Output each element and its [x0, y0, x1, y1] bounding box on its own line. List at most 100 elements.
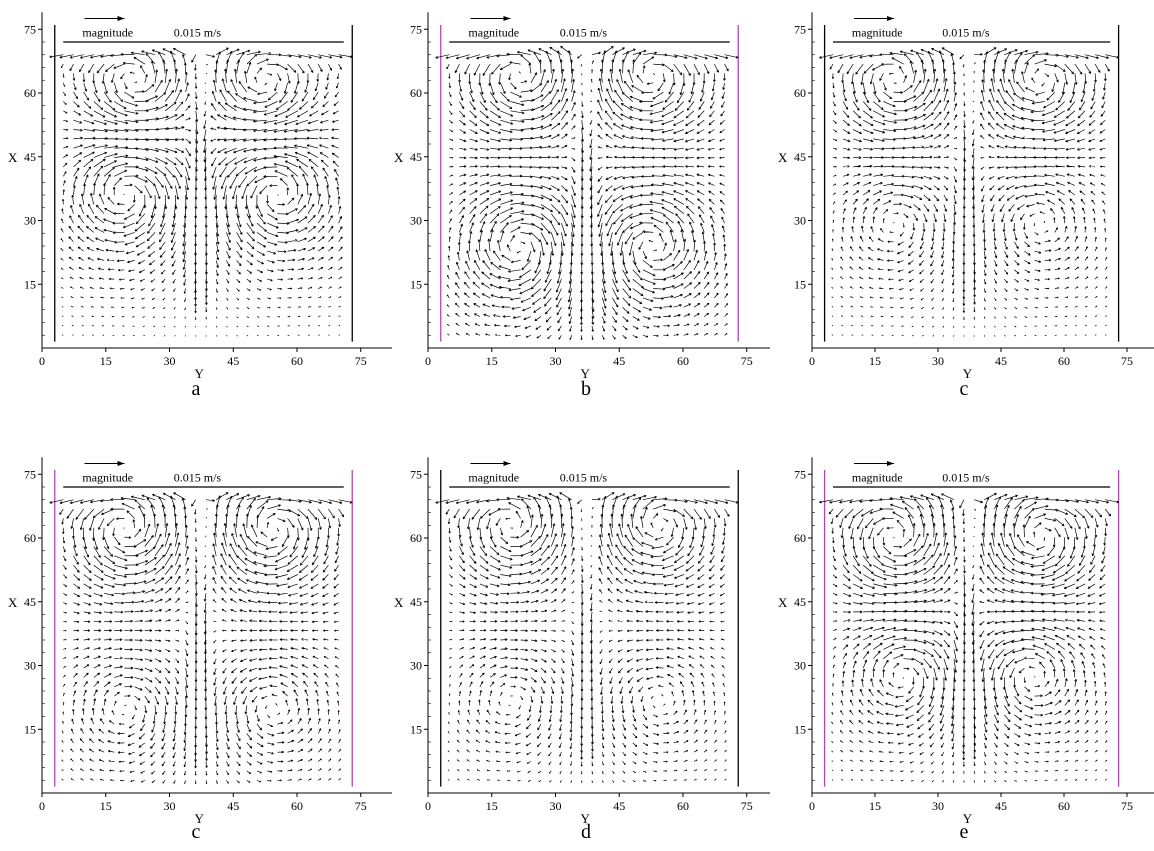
- velocity-vector: [250, 639, 257, 641]
- velocity-vector: [687, 603, 694, 605]
- velocity-vector: [500, 528, 502, 535]
- velocity-vector: [570, 326, 572, 332]
- velocity-vector: [489, 700, 491, 705]
- velocity-vector: [1004, 124, 1014, 129]
- velocity-vector: [873, 669, 875, 678]
- velocity-vector: [1054, 130, 1065, 134]
- velocity-vector: [459, 691, 460, 696]
- velocity-vector: [155, 167, 166, 176]
- velocity-vector: [84, 152, 95, 158]
- velocity-vector: [994, 780, 995, 782]
- velocity-vector: [1103, 83, 1105, 91]
- velocity-vector: [592, 525, 593, 528]
- velocity-vector: [234, 523, 237, 537]
- velocity-vector: [216, 743, 218, 750]
- velocity-vector: [914, 70, 917, 83]
- velocity-vector: [548, 743, 551, 748]
- velocity-vector: [590, 130, 592, 137]
- velocity-vector: [216, 270, 218, 276]
- velocity-vector: [500, 602, 508, 604]
- velocity-vector: [890, 771, 893, 772]
- velocity-vector: [663, 64, 673, 72]
- velocity-vector: [982, 214, 984, 223]
- velocity-vector: [328, 739, 330, 743]
- velocity-vector: [511, 260, 521, 263]
- velocity-vector: [623, 715, 626, 722]
- velocity-vector: [527, 715, 531, 721]
- velocity-vector: [286, 111, 298, 118]
- velocity-vector: [186, 158, 191, 169]
- velocity-vector: [165, 687, 169, 695]
- velocity-vector: [1062, 83, 1065, 94]
- velocity-vector: [1004, 706, 1010, 715]
- velocity-vector: [205, 102, 206, 105]
- velocity-vector: [994, 762, 996, 765]
- velocity-vector: [883, 102, 895, 107]
- velocity-vector: [328, 769, 331, 771]
- velocity-vector: [288, 307, 291, 308]
- velocity-vector: [560, 493, 572, 500]
- velocity-vector: [492, 64, 501, 74]
- velocity-vector: [674, 294, 683, 298]
- velocity-vector: [877, 701, 884, 705]
- velocity-vector: [685, 130, 694, 134]
- velocity-vector: [974, 298, 976, 305]
- velocity-vector: [1105, 316, 1106, 317]
- velocity-vector: [521, 687, 526, 690]
- velocity-vector: [459, 674, 462, 678]
- velocity-vector: [1092, 92, 1095, 101]
- velocity-vector: [211, 139, 217, 141]
- velocity-vector: [720, 148, 725, 150]
- velocity-vector: [632, 166, 643, 168]
- velocity-vector: [953, 307, 954, 310]
- velocity-vector: [62, 335, 63, 336]
- velocity-vector: [832, 335, 833, 336]
- velocity-vector: [877, 722, 884, 724]
- velocity-vector: [608, 599, 612, 602]
- y-tick-label: 15: [410, 722, 422, 736]
- velocity-vector: [339, 316, 341, 317]
- velocity-vector: [267, 260, 274, 263]
- velocity-vector: [1105, 692, 1106, 697]
- velocity-vector: [204, 584, 206, 590]
- velocity-vector: [1011, 214, 1014, 222]
- velocity-vector: [477, 779, 480, 780]
- velocity-vector: [508, 270, 520, 273]
- velocity-vector: [124, 658, 132, 660]
- velocity-vector: [63, 537, 65, 543]
- velocity-vector: [480, 620, 486, 622]
- velocity-vector: [974, 780, 975, 782]
- velocity-vector: [623, 251, 625, 265]
- velocity-vector: [639, 213, 653, 215]
- velocity-vector: [627, 649, 633, 651]
- velocity-vector: [674, 731, 679, 733]
- velocity-vector: [96, 248, 104, 251]
- velocity-vector: [334, 621, 339, 622]
- velocity-vector: [612, 762, 614, 765]
- velocity-vector: [256, 542, 268, 547]
- velocity-vector: [618, 630, 623, 632]
- velocity-vector: [175, 587, 180, 593]
- velocity-vector: [299, 584, 308, 588]
- velocity-vector: [192, 55, 196, 63]
- velocity-vector: [633, 270, 643, 280]
- velocity-vector: [609, 659, 612, 663]
- velocity-vector: [319, 145, 328, 148]
- velocity-vector: [639, 687, 643, 692]
- velocity-vector: [674, 273, 684, 279]
- velocity-vector: [87, 215, 94, 223]
- velocity-vector: [572, 602, 574, 603]
- velocity-vector: [833, 166, 837, 167]
- velocity-vector: [339, 518, 341, 526]
- velocity-vector: [302, 665, 308, 668]
- velocity-vector: [449, 565, 452, 569]
- velocity-vector: [246, 580, 257, 584]
- velocity-vector: [288, 760, 293, 762]
- velocity-vector: [339, 297, 341, 298]
- velocity-vector: [135, 610, 144, 612]
- velocity-vector: [490, 620, 497, 622]
- velocity-vector: [516, 752, 521, 754]
- velocity-vector: [269, 676, 278, 678]
- velocity-vector: [297, 73, 299, 83]
- velocity-vector: [606, 146, 613, 149]
